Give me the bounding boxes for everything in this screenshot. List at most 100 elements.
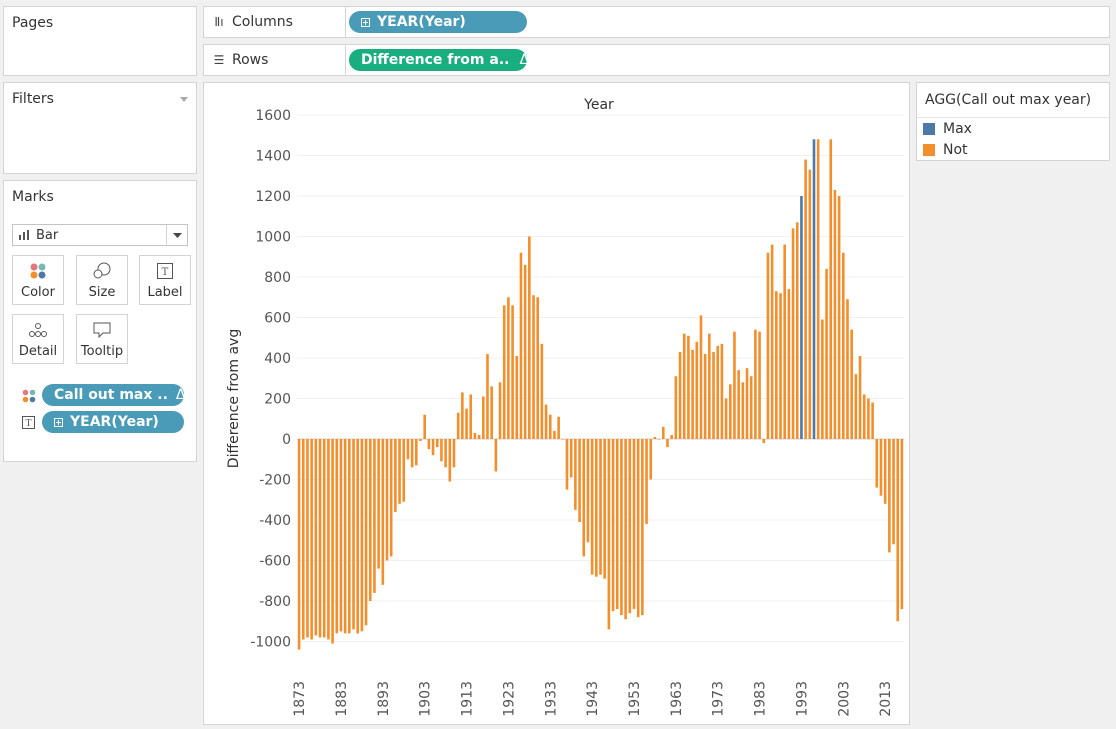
bar-1910 (452, 439, 456, 468)
x-tick-label: 1993 (794, 681, 810, 717)
x-tick-label: 1963 (669, 681, 685, 717)
bar-1878 (318, 439, 322, 638)
filters-card[interactable]: Filters (3, 82, 197, 174)
bar-1898 (402, 439, 406, 502)
bar-2015 (892, 439, 895, 545)
chart-title: Year (583, 97, 614, 113)
bar-1893 (381, 439, 385, 585)
bar-1903 (423, 414, 426, 439)
bar-1954 (636, 439, 640, 618)
size-button-label: Size (88, 285, 116, 300)
bar-1924 (511, 305, 514, 439)
bar-1906 (435, 439, 439, 448)
legend-item-not[interactable]: Not (923, 142, 968, 158)
columns-shelf-label: Ⅱı Columns (204, 7, 346, 37)
legend-item-max[interactable]: Max (923, 121, 972, 137)
color-field-icon (22, 389, 36, 403)
bar-1967 (691, 349, 694, 439)
bar-1964 (678, 351, 682, 439)
columns-label-text: Columns (232, 14, 293, 30)
bar-1991 (791, 228, 795, 439)
bar-1945 (599, 439, 602, 575)
bar-1973 (716, 345, 720, 439)
bar-2007 (858, 355, 862, 439)
bar-1940 (578, 439, 581, 523)
bar-2011 (875, 439, 879, 488)
svg-text:T: T (25, 419, 31, 429)
bar-1936 (561, 439, 565, 440)
y-tick-label: 1200 (255, 189, 291, 205)
color-button[interactable]: Color (12, 255, 64, 305)
bar-1917 (481, 396, 485, 439)
bar-1920 (494, 439, 498, 472)
x-tick-label: 1983 (753, 681, 769, 717)
bar-1970 (703, 353, 707, 439)
bar-1901 (415, 439, 418, 466)
bar-1902 (419, 439, 422, 442)
bar-1895 (389, 439, 393, 557)
bar-1996 (812, 139, 816, 440)
bar-1983 (758, 331, 761, 439)
filters-title: Filters (12, 91, 54, 107)
bar-1941 (582, 439, 586, 557)
bar-1888 (360, 439, 364, 632)
rows-difference-pill[interactable]: Difference from a.. Δ (349, 49, 530, 71)
bar-1880 (327, 439, 330, 640)
bar-1911 (456, 412, 460, 439)
bar-1874 (301, 439, 305, 640)
bar-1891 (373, 439, 376, 593)
bar-1929 (532, 295, 535, 439)
bar-1981 (749, 376, 753, 439)
bar-1894 (385, 439, 389, 561)
bar-1892 (377, 439, 380, 569)
size-button[interactable]: Size (76, 255, 128, 305)
bar-1946 (603, 439, 606, 579)
rows-shelf[interactable]: ☰ Rows Difference from a.. Δ (203, 44, 1110, 76)
rows-label-text: Rows (232, 52, 269, 68)
columns-shelf[interactable]: Ⅱı Columns YEAR(Year) (203, 6, 1110, 38)
bar-1943 (590, 439, 594, 575)
bar-chart-icon (19, 230, 29, 240)
bar-1982 (754, 329, 757, 439)
bar-1905 (431, 439, 435, 456)
bar-1889 (364, 439, 368, 626)
bar-1949 (615, 439, 619, 610)
label-button[interactable]: T Label (139, 255, 191, 305)
bar-1990 (787, 289, 791, 439)
expand-plus-icon (54, 417, 63, 427)
y-tick-label: -400 (259, 513, 291, 529)
bar-1919 (490, 386, 493, 439)
bar-1944 (595, 439, 598, 577)
delta-icon: Δ (175, 387, 186, 403)
call-out-max-pill[interactable]: Call out max .. Δ (42, 384, 186, 406)
bar-1948 (611, 439, 615, 612)
pages-card[interactable]: Pages (3, 6, 197, 76)
filters-dropdown-icon[interactable] (180, 97, 188, 102)
text-label-icon: T (157, 262, 173, 279)
bar-1958 (653, 436, 657, 439)
mark-type-label: Bar (36, 227, 59, 243)
bar-2000 (829, 139, 833, 440)
bar-2008 (862, 394, 866, 439)
bar-chart: Year 1600 1400 1200 1000 800 600 400 200 0 -200 -40… (226, 97, 904, 717)
color-dots-icon (30, 263, 46, 278)
y-tick-label: 800 (264, 270, 291, 286)
year-label-pill[interactable]: YEAR(Year) (42, 411, 184, 433)
bar-1976 (728, 384, 732, 439)
columns-year-pill[interactable]: YEAR(Year) (349, 11, 527, 33)
bar-1987 (775, 291, 778, 439)
detail-button[interactable]: Detail (12, 314, 64, 364)
bar-2017 (900, 439, 904, 610)
bar-2006 (854, 374, 858, 439)
x-tick-label: 1883 (334, 681, 350, 717)
mark-type-select[interactable]: Bar (12, 224, 188, 246)
bar-1995 (808, 169, 812, 440)
tooltip-button-label: Tooltip (80, 344, 124, 359)
delta-icon: Δ (519, 52, 530, 68)
tooltip-button[interactable]: Tooltip (76, 314, 128, 364)
bar-2005 (850, 329, 853, 439)
bar-1923 (507, 297, 510, 439)
bar-1915 (473, 432, 477, 439)
bar-1963 (674, 376, 678, 439)
bar-2013 (883, 439, 887, 504)
